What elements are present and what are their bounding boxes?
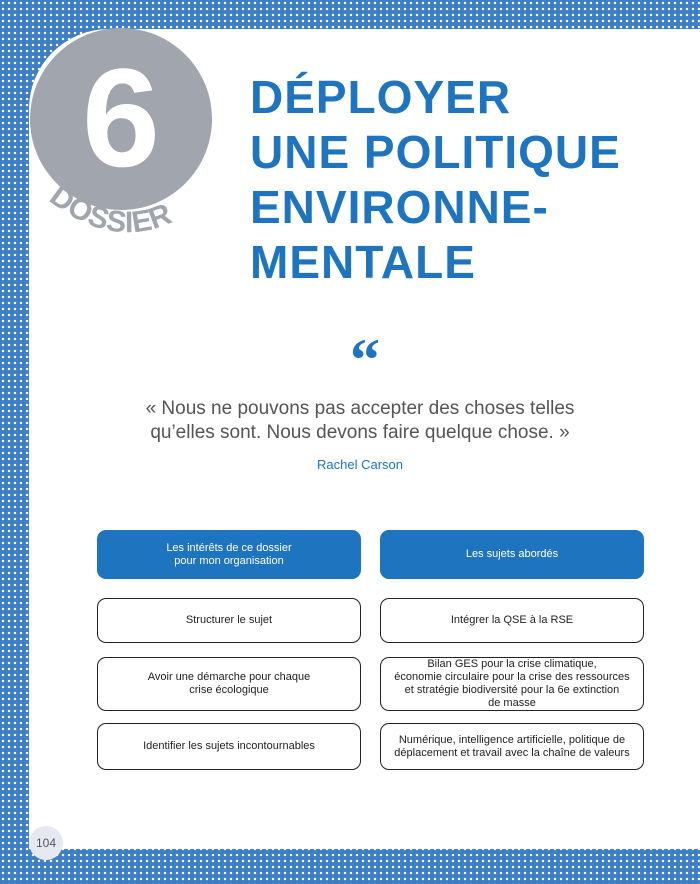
box-line: Intégrer la QSE à la RSE xyxy=(450,614,574,626)
box-line: de masse xyxy=(488,697,536,709)
box-line: Structurer le sujet xyxy=(185,614,273,626)
box-line: Avoir une démarche pour chaque xyxy=(147,671,311,683)
box-line: pour mon organisation xyxy=(174,554,284,567)
right-header: Les sujets abordés xyxy=(380,530,644,579)
box-line: économie circulaire pour la crise des re… xyxy=(394,671,630,683)
left-header: Les intérêts de ce dossier pour mon organ… xyxy=(97,530,361,579)
quote-mark-icon: “ xyxy=(350,327,380,393)
box-line: Les sujets abordés xyxy=(465,548,559,560)
dossier-number: 6 xyxy=(82,39,160,196)
left-item: Structurer le sujet xyxy=(97,598,361,643)
box-line: Les intérêts de ce dossier xyxy=(166,541,292,554)
left-item: Identifier les sujets incontournables xyxy=(97,723,361,770)
box-line: déplacement et travail avec la chaîne de… xyxy=(394,746,630,759)
right-item: Bilan GES pour la crise climatique, écono… xyxy=(380,657,644,711)
svg-text:DOSSIER: DOSSIER xyxy=(44,180,177,240)
dossier-badge xyxy=(30,28,212,210)
quote-text: « Nous ne pouvons pas accepter des chose… xyxy=(60,397,660,445)
quote-line: qu’elles sont. Nous devons faire quelque… xyxy=(150,422,570,443)
box-line: Identifier les sujets incontournables xyxy=(143,740,315,752)
box-line: crise écologique xyxy=(189,684,269,696)
title-line: UNE POLITIQUE xyxy=(250,126,621,178)
box-line: Numérique, intelligence artificielle, po… xyxy=(398,733,626,746)
box-line: et stratégie biodiversité pour la 6e ext… xyxy=(404,684,620,696)
title-line: MENTALE xyxy=(250,236,476,288)
right-item: Intégrer la QSE à la RSE xyxy=(380,598,644,643)
quote-line: « Nous ne pouvons pas accepter des chose… xyxy=(145,398,575,419)
title-line: DÉPLOYER xyxy=(250,71,512,123)
left-item: Avoir une démarche pour chaque crise écol… xyxy=(97,657,361,711)
title-line: ENVIRONNE- xyxy=(250,181,549,233)
page-title: DÉPLOYER UNE POLITIQUE ENVIRONNE- MENTAL… xyxy=(250,70,621,290)
box-line: Bilan GES pour la crise climatique, xyxy=(427,658,597,670)
dossier-label: DOSSIER xyxy=(44,180,177,240)
page-number: 104 xyxy=(29,826,63,860)
right-item: Numérique, intelligence artificielle, po… xyxy=(380,723,644,770)
quote-author: Rachel Carson xyxy=(317,457,403,472)
